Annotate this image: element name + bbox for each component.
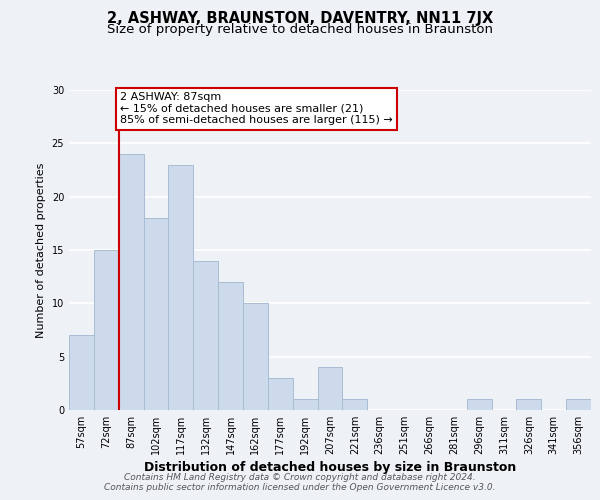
Bar: [343, 400, 367, 410]
Bar: [566, 400, 591, 410]
Bar: [119, 154, 143, 410]
Bar: [94, 250, 119, 410]
Text: Size of property relative to detached houses in Braunston: Size of property relative to detached ho…: [107, 23, 493, 36]
Bar: [218, 282, 243, 410]
Text: 2 ASHWAY: 87sqm
← 15% of detached houses are smaller (21)
85% of semi-detached h: 2 ASHWAY: 87sqm ← 15% of detached houses…: [120, 92, 393, 126]
X-axis label: Distribution of detached houses by size in Braunston: Distribution of detached houses by size …: [144, 461, 516, 474]
Bar: [268, 378, 293, 410]
Bar: [143, 218, 169, 410]
Bar: [293, 400, 317, 410]
Text: Contains HM Land Registry data © Crown copyright and database right 2024.: Contains HM Land Registry data © Crown c…: [124, 473, 476, 482]
Bar: [517, 400, 541, 410]
Text: 2, ASHWAY, BRAUNSTON, DAVENTRY, NN11 7JX: 2, ASHWAY, BRAUNSTON, DAVENTRY, NN11 7JX: [107, 11, 493, 26]
Bar: [467, 400, 491, 410]
Bar: [193, 260, 218, 410]
Text: Contains public sector information licensed under the Open Government Licence v3: Contains public sector information licen…: [104, 483, 496, 492]
Bar: [317, 368, 343, 410]
Bar: [169, 164, 193, 410]
Y-axis label: Number of detached properties: Number of detached properties: [36, 162, 46, 338]
Bar: [69, 336, 94, 410]
Bar: [243, 304, 268, 410]
